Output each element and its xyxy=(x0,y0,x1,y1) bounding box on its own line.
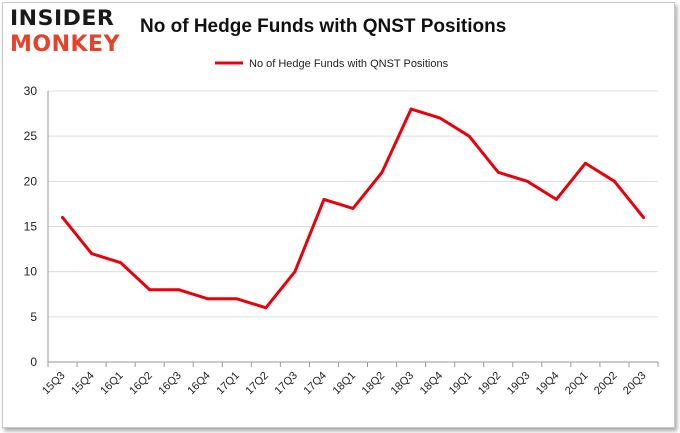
y-tick-label: 10 xyxy=(24,265,38,279)
x-tick-label: 20Q3 xyxy=(621,370,649,398)
logo-line-1: INSIDER xyxy=(10,7,115,31)
x-tick-label: 19Q4 xyxy=(534,370,562,398)
data-point xyxy=(496,170,500,174)
data-point xyxy=(613,179,616,183)
data-point xyxy=(351,207,355,210)
y-tick-label: 30 xyxy=(24,84,38,98)
x-tick-label: 16Q1 xyxy=(98,370,126,398)
data-point xyxy=(554,198,558,201)
data-point xyxy=(525,179,529,183)
x-tick-label: 19Q2 xyxy=(476,370,504,398)
data-point xyxy=(380,170,384,174)
x-tick-label: 17Q3 xyxy=(273,370,301,398)
data-point xyxy=(264,306,268,310)
x-tick-label: 20Q2 xyxy=(592,370,620,398)
data-point xyxy=(119,261,123,265)
data-point xyxy=(409,107,413,111)
x-tick-label: 20Q1 xyxy=(563,370,591,398)
data-point xyxy=(235,297,239,301)
x-tick-label: 18Q2 xyxy=(360,370,388,398)
legend-label: No of Hedge Funds with QNST Positions xyxy=(249,58,449,70)
data-point xyxy=(438,116,442,120)
x-tick-label: 17Q2 xyxy=(243,370,271,398)
x-tick-label: 16Q4 xyxy=(185,370,213,398)
y-tick-label: 25 xyxy=(24,129,38,143)
x-tick-label: 19Q1 xyxy=(447,370,475,398)
y-tick-label: 5 xyxy=(30,310,37,324)
x-tick-label: 15Q4 xyxy=(69,370,97,398)
logo-line-2: MONKEY xyxy=(10,32,121,57)
x-tick-label: 18Q3 xyxy=(389,370,417,398)
data-point xyxy=(322,198,326,201)
data-point xyxy=(206,297,210,301)
chart-frame xyxy=(2,2,675,428)
x-tick-label: 19Q3 xyxy=(505,370,533,398)
data-point xyxy=(583,161,587,165)
data-point xyxy=(293,270,297,274)
x-tick-label: 16Q3 xyxy=(156,370,184,398)
y-tick-label: 20 xyxy=(24,174,38,188)
x-tick-label: 18Q1 xyxy=(331,370,359,398)
data-point xyxy=(467,134,471,138)
data-point xyxy=(61,216,64,219)
chart-title: No of Hedge Funds with QNST Positions xyxy=(140,16,507,37)
y-tick-label: 0 xyxy=(30,355,37,369)
data-point xyxy=(90,252,93,256)
x-tick-label: 17Q4 xyxy=(302,370,330,398)
data-point xyxy=(148,288,152,292)
x-tick-label: 17Q1 xyxy=(214,370,242,398)
x-tick-label: 16Q2 xyxy=(127,370,155,398)
insider-monkey-logo: INSIDER MONKEY xyxy=(10,8,130,60)
y-tick-label: 15 xyxy=(24,220,38,234)
x-tick-label: 18Q4 xyxy=(418,370,446,398)
data-point xyxy=(642,216,645,219)
x-tick-label: 15Q3 xyxy=(40,370,68,398)
data-point xyxy=(177,288,181,292)
